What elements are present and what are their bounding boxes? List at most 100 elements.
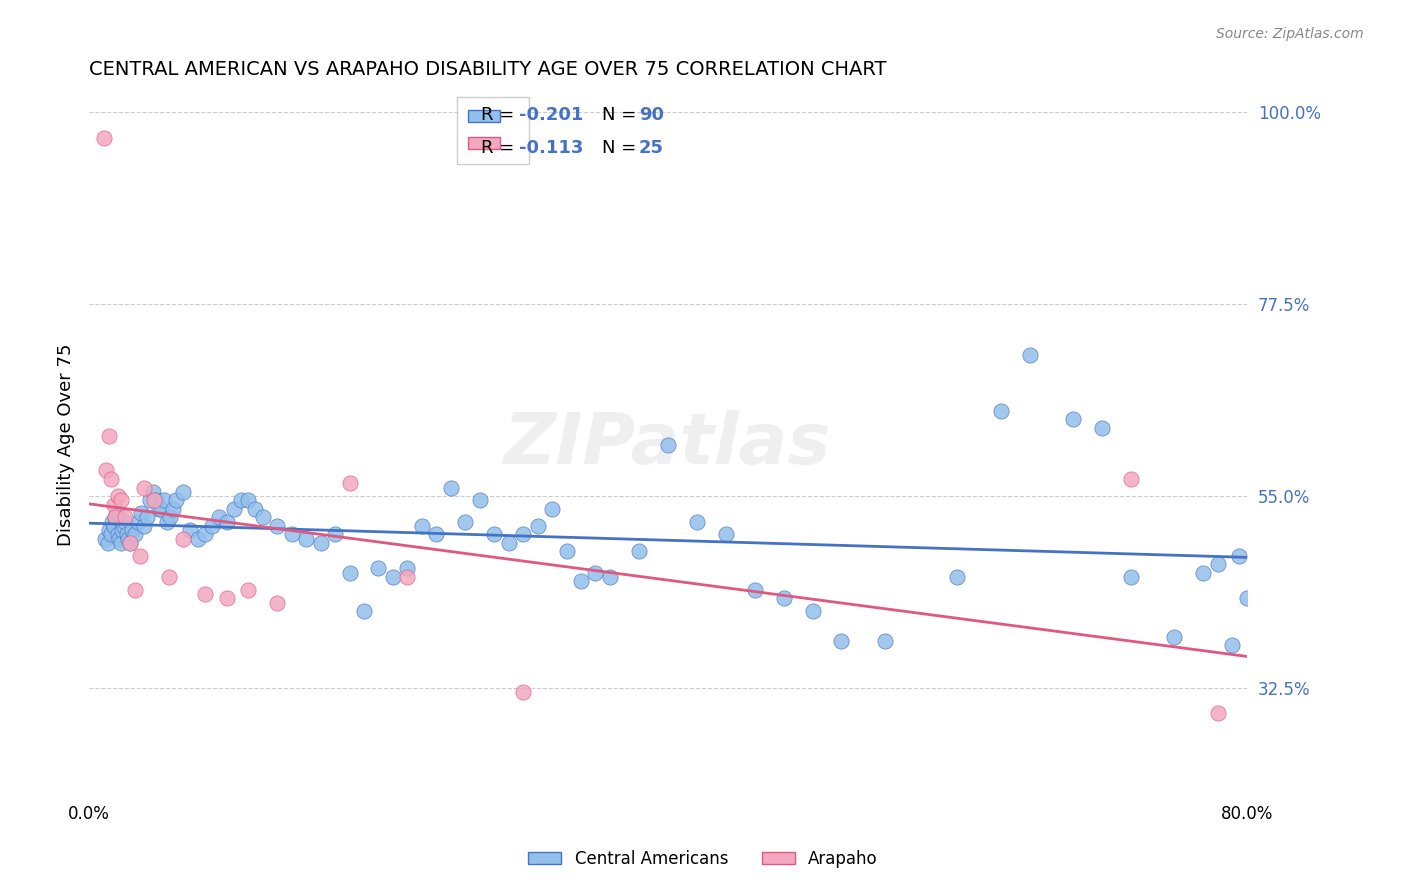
Point — [1206, 558, 1229, 572]
Point — [127, 515, 149, 529]
Point — [114, 510, 136, 524]
Point — [1206, 706, 1229, 721]
Point — [411, 519, 433, 533]
Point — [110, 536, 132, 550]
Point — [150, 501, 173, 516]
Point — [381, 570, 404, 584]
Point — [1192, 566, 1215, 580]
Point — [100, 527, 122, 541]
Point — [179, 523, 201, 537]
Point — [208, 510, 231, 524]
Point — [117, 532, 139, 546]
Point — [153, 493, 176, 508]
Text: 90: 90 — [640, 106, 664, 124]
Point — [104, 510, 127, 524]
Point — [1227, 549, 1250, 563]
Text: N =: N = — [602, 106, 643, 124]
Point — [98, 523, 121, 537]
Point — [238, 582, 260, 597]
Point — [118, 536, 141, 550]
Point — [94, 532, 117, 546]
Point — [1062, 412, 1084, 426]
Point — [686, 515, 709, 529]
Point — [627, 544, 650, 558]
Point — [295, 532, 318, 546]
Point — [744, 582, 766, 597]
Point — [266, 596, 288, 610]
Point — [468, 493, 491, 508]
Point — [128, 549, 150, 563]
Point — [367, 561, 389, 575]
Point — [100, 472, 122, 486]
Point — [103, 498, 125, 512]
Point — [118, 536, 141, 550]
Point — [215, 515, 238, 529]
Point — [425, 527, 447, 541]
Point — [162, 501, 184, 516]
Point — [801, 604, 824, 618]
Point — [97, 536, 120, 550]
Point — [772, 591, 794, 606]
Point — [121, 523, 143, 537]
Point — [657, 438, 679, 452]
Text: R =: R = — [481, 106, 519, 124]
Point — [454, 515, 477, 529]
Point — [1236, 591, 1258, 606]
Point — [105, 506, 128, 520]
Point — [156, 515, 179, 529]
Point — [172, 532, 194, 546]
Point — [440, 481, 463, 495]
Point — [569, 574, 592, 589]
Point — [252, 510, 274, 524]
Point — [245, 501, 267, 516]
Point — [142, 484, 165, 499]
Text: N =: N = — [602, 139, 643, 157]
Point — [339, 566, 361, 580]
Point — [585, 566, 607, 580]
Point — [339, 476, 361, 491]
Point — [1018, 348, 1040, 362]
Point — [1163, 630, 1185, 644]
Point — [1091, 421, 1114, 435]
Point — [165, 493, 187, 508]
Point — [309, 536, 332, 550]
Text: R =: R = — [481, 139, 526, 157]
Point — [93, 131, 115, 145]
Point — [187, 532, 209, 546]
Text: Source: ZipAtlas.com: Source: ZipAtlas.com — [1216, 27, 1364, 41]
Point — [830, 634, 852, 648]
Point — [946, 570, 969, 584]
Point — [98, 429, 121, 443]
Text: -0.201: -0.201 — [519, 106, 583, 124]
Point — [107, 527, 129, 541]
Point — [201, 519, 224, 533]
Point — [103, 519, 125, 533]
Point — [222, 501, 245, 516]
Point — [129, 506, 152, 520]
Point — [541, 501, 564, 516]
Point — [1119, 570, 1142, 584]
Point — [111, 523, 134, 537]
Point — [132, 481, 155, 495]
Point — [159, 510, 181, 524]
Point — [143, 493, 166, 508]
Point — [124, 527, 146, 541]
Text: 25: 25 — [640, 139, 664, 157]
Point — [512, 685, 534, 699]
Point — [124, 582, 146, 597]
Point — [112, 519, 135, 533]
Point — [107, 489, 129, 503]
Point — [229, 493, 252, 508]
Point — [990, 404, 1012, 418]
Point — [353, 604, 375, 618]
Point — [110, 493, 132, 508]
Y-axis label: Disability Age Over 75: Disability Age Over 75 — [58, 343, 75, 546]
Point — [104, 510, 127, 524]
Point — [266, 519, 288, 533]
Point — [512, 527, 534, 541]
Point — [323, 527, 346, 541]
Legend: , : , — [457, 97, 529, 164]
Point — [1220, 638, 1243, 652]
Point — [280, 527, 302, 541]
Point — [101, 515, 124, 529]
